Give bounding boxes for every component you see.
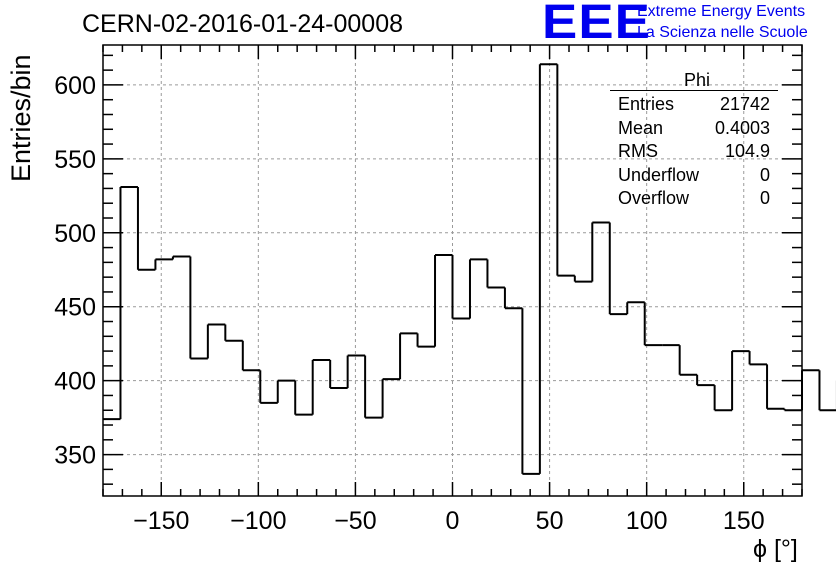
stats-name: Phi <box>683 70 710 90</box>
stats-label: Underflow <box>618 164 700 185</box>
y-tick-label: 400 <box>54 368 96 396</box>
stats-value: 0.4003 <box>714 117 770 138</box>
stats-value: 0 <box>759 164 770 185</box>
y-tick-label: 450 <box>54 294 96 322</box>
x-tick-label: 50 <box>536 507 564 535</box>
stats-row-entries: Entries 21742 <box>610 93 778 117</box>
y-axis-label: Entries/bin <box>6 54 36 182</box>
x-axis-label: ϕ [°] <box>753 535 798 563</box>
stats-row-overflow: Overflow 0 <box>610 187 778 211</box>
stats-label: Mean <box>618 117 664 138</box>
y-tick-label: 350 <box>54 442 96 470</box>
y-tick-label: 600 <box>54 72 96 100</box>
stats-value: 21742 <box>719 94 770 114</box>
stats-label: RMS <box>618 141 658 161</box>
stats-value: 0 <box>759 188 770 208</box>
stats-box: Phi Entries 21742 Mean 0.4003 RMS 104.9 … <box>610 70 778 211</box>
eee-logo: EEE <box>542 0 651 49</box>
chart-title: CERN-02-2016-01-24-00008 <box>82 10 404 38</box>
stats-divider <box>610 90 778 91</box>
x-tick-label: 150 <box>723 507 765 535</box>
x-tick-label: −150 <box>133 507 189 535</box>
logo-subtitle-1: Extreme Energy Events <box>637 3 806 20</box>
y-tick-label: 500 <box>54 220 96 248</box>
y-tick-label: 550 <box>54 146 96 174</box>
logo-subtitle-2: La Scienza nelle Scuole <box>637 24 808 41</box>
stats-value: 104.9 <box>724 141 770 161</box>
axis-ticks <box>102 45 803 496</box>
x-tick-label: −100 <box>230 507 286 535</box>
stats-label: Entries <box>618 94 675 114</box>
x-tick-label: 0 <box>446 507 460 535</box>
stats-row-mean: Mean 0.4003 <box>610 117 778 141</box>
x-tick-label: −50 <box>334 507 376 535</box>
x-tick-label: 100 <box>626 507 668 535</box>
axis-tick-labels: −150 −100 −50 0 50 100 150 350 400 450 500 550 600 <box>54 72 764 535</box>
stats-row-underflow: Underflow 0 <box>610 164 778 188</box>
stats-label: Overflow <box>618 188 690 208</box>
stats-row-rms: RMS 104.9 <box>610 140 778 164</box>
